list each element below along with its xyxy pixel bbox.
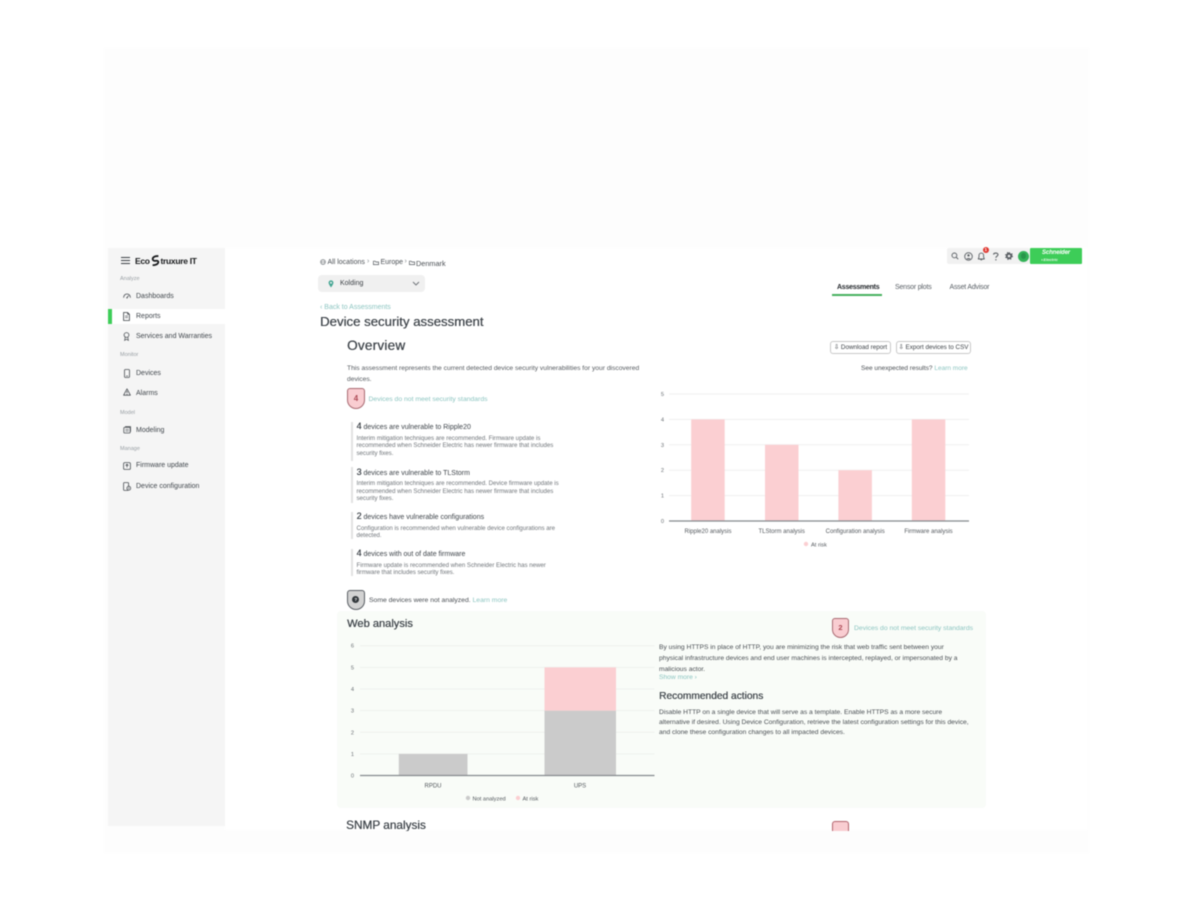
svg-text:4: 4 (351, 687, 354, 693)
svg-text:Firmware analysis: Firmware analysis (904, 529, 952, 535)
svg-text:At risk: At risk (811, 542, 827, 548)
svg-text:1: 1 (661, 494, 664, 500)
svg-text:TLStorm analysis: TLStorm analysis (759, 529, 805, 535)
svg-text:2: 2 (661, 468, 664, 474)
svg-text:Ripple20 analysis: Ripple20 analysis (684, 529, 731, 535)
svg-text:3: 3 (351, 709, 354, 715)
svg-text:At risk: At risk (523, 796, 539, 802)
svg-text:5: 5 (351, 665, 354, 671)
svg-text:0: 0 (661, 519, 664, 525)
svg-text:Not analyzed: Not analyzed (473, 796, 506, 802)
svg-text:RPDU: RPDU (424, 784, 441, 790)
svg-text:Configuration analysis: Configuration analysis (826, 529, 885, 535)
svg-text:1: 1 (351, 752, 354, 758)
svg-text:UPS: UPS (574, 784, 586, 790)
svg-text:2: 2 (351, 730, 354, 736)
svg-text:6: 6 (351, 644, 354, 650)
svg-text:4: 4 (661, 417, 664, 423)
svg-text:5: 5 (661, 392, 664, 398)
svg-text:0: 0 (351, 774, 354, 780)
svg-text:3: 3 (661, 443, 664, 449)
